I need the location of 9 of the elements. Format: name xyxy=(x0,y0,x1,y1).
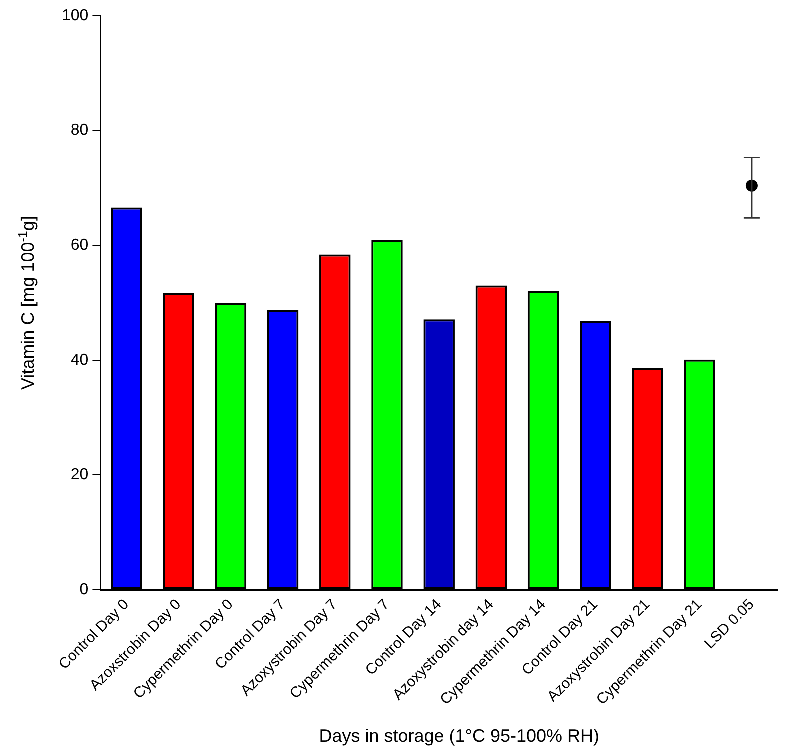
y-tick-label: 100 xyxy=(62,7,89,24)
y-tick-label: 0 xyxy=(80,581,89,598)
y-tick-label: 80 xyxy=(70,122,89,140)
y-tick-label: 20 xyxy=(70,466,89,484)
x-axis-title: Days in storage (1°C 95-100% RH) xyxy=(319,726,600,746)
y-axis-title: Vitamin C [mg 100-1g] xyxy=(16,216,38,390)
y-tick-label: 40 xyxy=(70,352,89,369)
y-tick-label: 60 xyxy=(70,237,89,254)
x-tick-label: LSD 0.05 xyxy=(701,596,758,652)
